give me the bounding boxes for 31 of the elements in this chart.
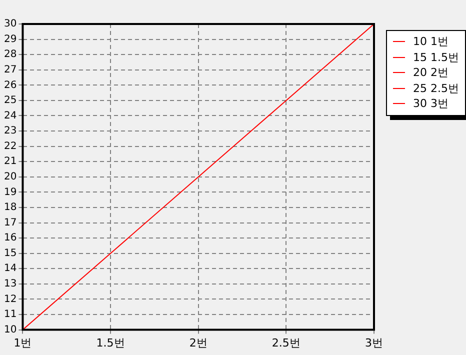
x-tick-label: 3번 [365,336,383,350]
y-tick-label: 19 [4,186,17,198]
y-tick-label: 16 [4,232,17,244]
y-tick-label: 27 [4,64,17,76]
y-tick-label: 26 [4,80,17,91]
y-tick-label: 22 [4,140,17,152]
y-tick-label: 21 [4,156,17,168]
x-tick-label: 1번 [14,336,32,350]
y-tick-label: 23 [4,126,17,137]
y-tick-label: 15 [4,248,17,259]
y-tick-label: 14 [4,263,17,274]
text: 25 2.5번 [413,80,459,96]
text: 10 1번 [413,34,448,50]
text: 30 3번 [413,96,448,112]
y-tick-label: 20 [4,171,17,182]
x-tick-label: 2.5번 [272,336,300,350]
y-tick-label: 11 [4,309,17,320]
x-tick-label: 1.5번 [96,336,125,350]
x-tick-label: 2번 [189,336,208,350]
y-tick-label: 18 [4,202,17,214]
y-tick-label: 28 [4,49,17,60]
y-tick-label: 25 [4,95,17,106]
y-tick-label: 12 [4,294,17,305]
y-tick-label: 29 [4,34,17,45]
y-tick-label: 10 [4,324,17,336]
text: 15 1.5번 [413,50,459,65]
y-tick-label: 24 [4,110,17,122]
text: 20 2번 [413,65,448,80]
y-tick-label: 13 [4,278,17,290]
y-tick-label: 17 [4,217,17,228]
y-tick-label: 30 [4,18,17,30]
